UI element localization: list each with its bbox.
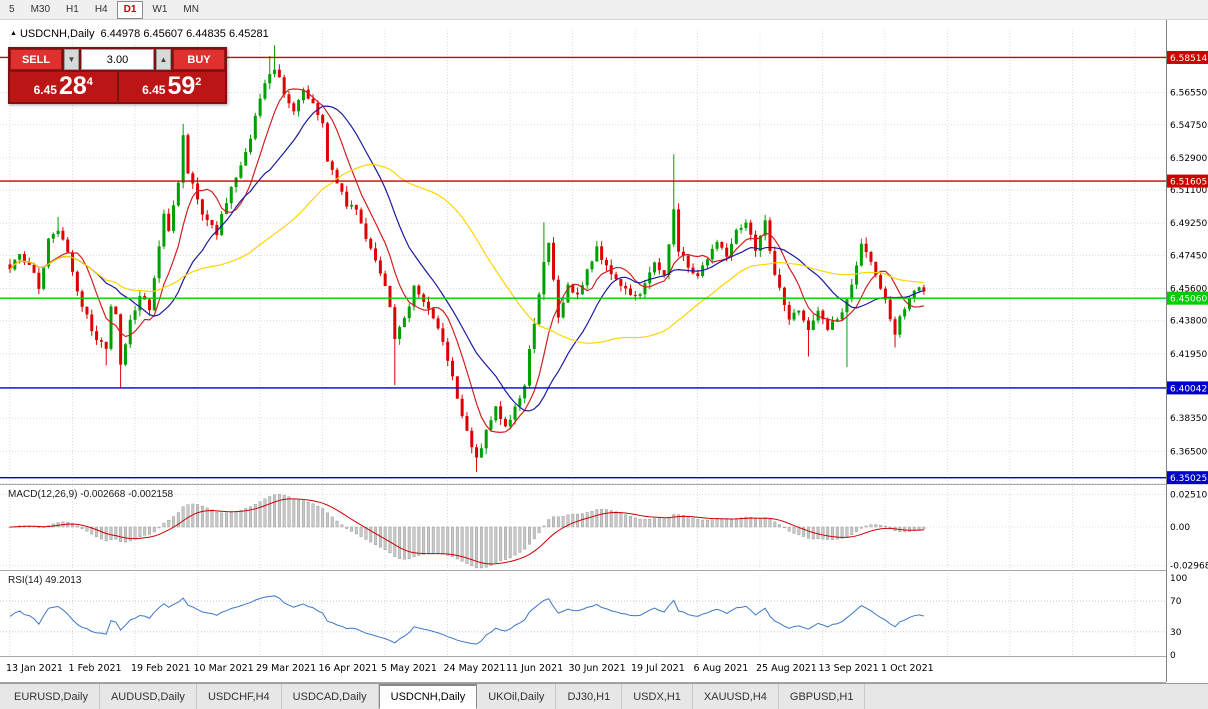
- svg-text:6.51605: 6.51605: [1170, 178, 1207, 188]
- svg-text:11 Jun 2021: 11 Jun 2021: [506, 663, 563, 674]
- rsi-indicator-label: RSI(14) 49.2013: [8, 575, 82, 586]
- chart-title: ▲ USDCNH,Daily 6.44978 6.45607 6.44835 6.4…: [10, 28, 269, 40]
- buy-price-sup: 2: [195, 76, 202, 88]
- volume-input[interactable]: [81, 49, 154, 70]
- panel-splitters[interactable]: [0, 484, 1208, 683]
- svg-text:0.00: 0.00: [1170, 523, 1190, 533]
- tab-usdcnh-daily[interactable]: USDCNH,Daily: [378, 684, 478, 709]
- svg-text:6.45060: 6.45060: [1170, 295, 1207, 305]
- tab-ukoil-daily[interactable]: UKOil,Daily: [477, 684, 557, 709]
- svg-text:24 May 2021: 24 May 2021: [444, 663, 506, 674]
- svg-text:6.52900: 6.52900: [1170, 154, 1207, 164]
- date-axis[interactable]: 13 Jan 2021 1 Feb 2021 19 Feb 2021 10 Mar 2…: [6, 663, 934, 674]
- svg-text:29 Mar 2021: 29 Mar 2021: [256, 663, 316, 674]
- sell-price-big: 28: [58, 72, 87, 100]
- tab-usdcad-daily[interactable]: USDCAD,Daily: [282, 684, 379, 709]
- svg-text:6.38350: 6.38350: [1170, 414, 1207, 424]
- timeframe-button-h4[interactable]: H4: [88, 1, 115, 19]
- svg-text:13 Jan 2021: 13 Jan 2021: [6, 663, 63, 674]
- svg-text:6 Aug 2021: 6 Aug 2021: [694, 663, 749, 674]
- svg-text:16 Apr 2021: 16 Apr 2021: [319, 663, 378, 674]
- svg-text:19 Jul 2021: 19 Jul 2021: [631, 663, 685, 674]
- tab-usdchf-h4[interactable]: USDCHF,H4: [197, 684, 282, 709]
- svg-text:6.49250: 6.49250: [1170, 219, 1207, 229]
- buy-price-big: 59: [167, 72, 196, 100]
- svg-text:6.45600: 6.45600: [1170, 284, 1207, 294]
- volume-down-icon[interactable]: ▼: [64, 49, 79, 70]
- svg-text:6.40042: 6.40042: [1170, 384, 1207, 394]
- svg-text:0.025108: 0.025108: [1170, 490, 1208, 500]
- svg-text:6.56550: 6.56550: [1170, 89, 1207, 99]
- svg-text:6.47450: 6.47450: [1170, 251, 1207, 261]
- svg-text:0: 0: [1170, 651, 1176, 661]
- timeframe-button-d1[interactable]: D1: [116, 0, 144, 19]
- price-axis[interactable]: 6.56550 6.54750 6.52900 6.51100 6.49250 6.474…: [1166, 20, 1208, 683]
- macd-histogram: [8, 494, 926, 569]
- svg-text:6.51100: 6.51100: [1170, 186, 1207, 196]
- sell-price-sup: 4: [86, 76, 93, 88]
- horizontal-level-lines[interactable]: [0, 56, 1166, 479]
- timeframe-button-w1[interactable]: W1: [145, 1, 174, 19]
- macd-signal-line: [9, 498, 924, 565]
- timeframe-button-5[interactable]: 5: [2, 1, 22, 19]
- buy-price-base: 6.45: [142, 83, 166, 97]
- svg-text:6.58514: 6.58514: [1170, 54, 1207, 64]
- one-click-trading-panel: SELL ▼ ▲ BUY 6.45 28 4 6.45 59 2: [8, 47, 227, 104]
- svg-text:6.54750: 6.54750: [1170, 121, 1207, 131]
- svg-text:30 Jun 2021: 30 Jun 2021: [569, 663, 626, 674]
- tab-xauusd-h4[interactable]: XAUUSD,H4: [693, 684, 779, 709]
- chart-ohlc-values: 6.44978 6.45607 6.44835 6.45281: [100, 28, 269, 40]
- svg-text:-0.02968: -0.02968: [1170, 562, 1208, 572]
- trade-prices-row: 6.45 28 4 6.45 59 2: [10, 72, 225, 102]
- svg-text:6.41950: 6.41950: [1170, 350, 1207, 360]
- tab-dj30-h1[interactable]: DJ30,H1: [556, 684, 623, 709]
- tab-usdx-h1[interactable]: USDX,H1: [622, 684, 693, 709]
- sell-button[interactable]: SELL: [10, 49, 62, 70]
- macd-indicator-label: MACD(12,26,9) -0.002668 -0.002158: [8, 489, 174, 500]
- tab-gbpusd-h1[interactable]: GBPUSD,H1: [779, 684, 866, 709]
- svg-text:10 Mar 2021: 10 Mar 2021: [194, 663, 254, 674]
- rsi-line: [9, 595, 925, 645]
- chart-symbol-label: USDCNH,Daily: [19, 28, 95, 40]
- timeframe-button-h1[interactable]: H1: [59, 1, 86, 19]
- timeframe-button-mn[interactable]: MN: [176, 1, 206, 19]
- svg-text:1 Oct 2021: 1 Oct 2021: [881, 663, 934, 674]
- svg-text:6.43800: 6.43800: [1170, 317, 1207, 327]
- svg-text:5 May 2021: 5 May 2021: [381, 663, 437, 674]
- volume-up-icon[interactable]: ▲: [156, 49, 171, 70]
- buy-button[interactable]: BUY: [173, 49, 225, 70]
- tab-eurusd-daily[interactable]: EURUSD,Daily: [3, 684, 100, 709]
- svg-text:25 Aug 2021: 25 Aug 2021: [756, 663, 817, 674]
- tab-audusd-daily[interactable]: AUDUSD,Daily: [100, 684, 197, 709]
- candlesticks: [8, 45, 926, 472]
- trade-controls-row: SELL ▼ ▲ BUY: [10, 49, 225, 70]
- svg-text:70: 70: [1170, 597, 1182, 607]
- moving-average-lines: [9, 88, 925, 433]
- buy-price-display[interactable]: 6.45 59 2: [118, 72, 225, 102]
- svg-text:6.35025: 6.35025: [1170, 474, 1207, 484]
- svg-text:30: 30: [1170, 628, 1182, 638]
- timeframe-toolbar: 5 M30 H1 H4 D1 W1 MN: [0, 0, 1208, 20]
- sell-price-display[interactable]: 6.45 28 4: [10, 72, 117, 102]
- symbol-tabs-bar: EURUSD,Daily AUDUSD,Daily USDCHF,H4 USDCAD,…: [0, 683, 1208, 709]
- svg-text:19 Feb 2021: 19 Feb 2021: [131, 663, 190, 674]
- svg-text:6.36500: 6.36500: [1170, 447, 1207, 457]
- svg-text:13 Sep 2021: 13 Sep 2021: [819, 663, 879, 674]
- timeframe-button-m30[interactable]: M30: [24, 1, 57, 19]
- sell-price-base: 6.45: [33, 83, 57, 97]
- svg-text:100: 100: [1170, 574, 1187, 584]
- svg-text:1 Feb 2021: 1 Feb 2021: [69, 663, 122, 674]
- chart-marker-icon: ▲: [10, 30, 17, 37]
